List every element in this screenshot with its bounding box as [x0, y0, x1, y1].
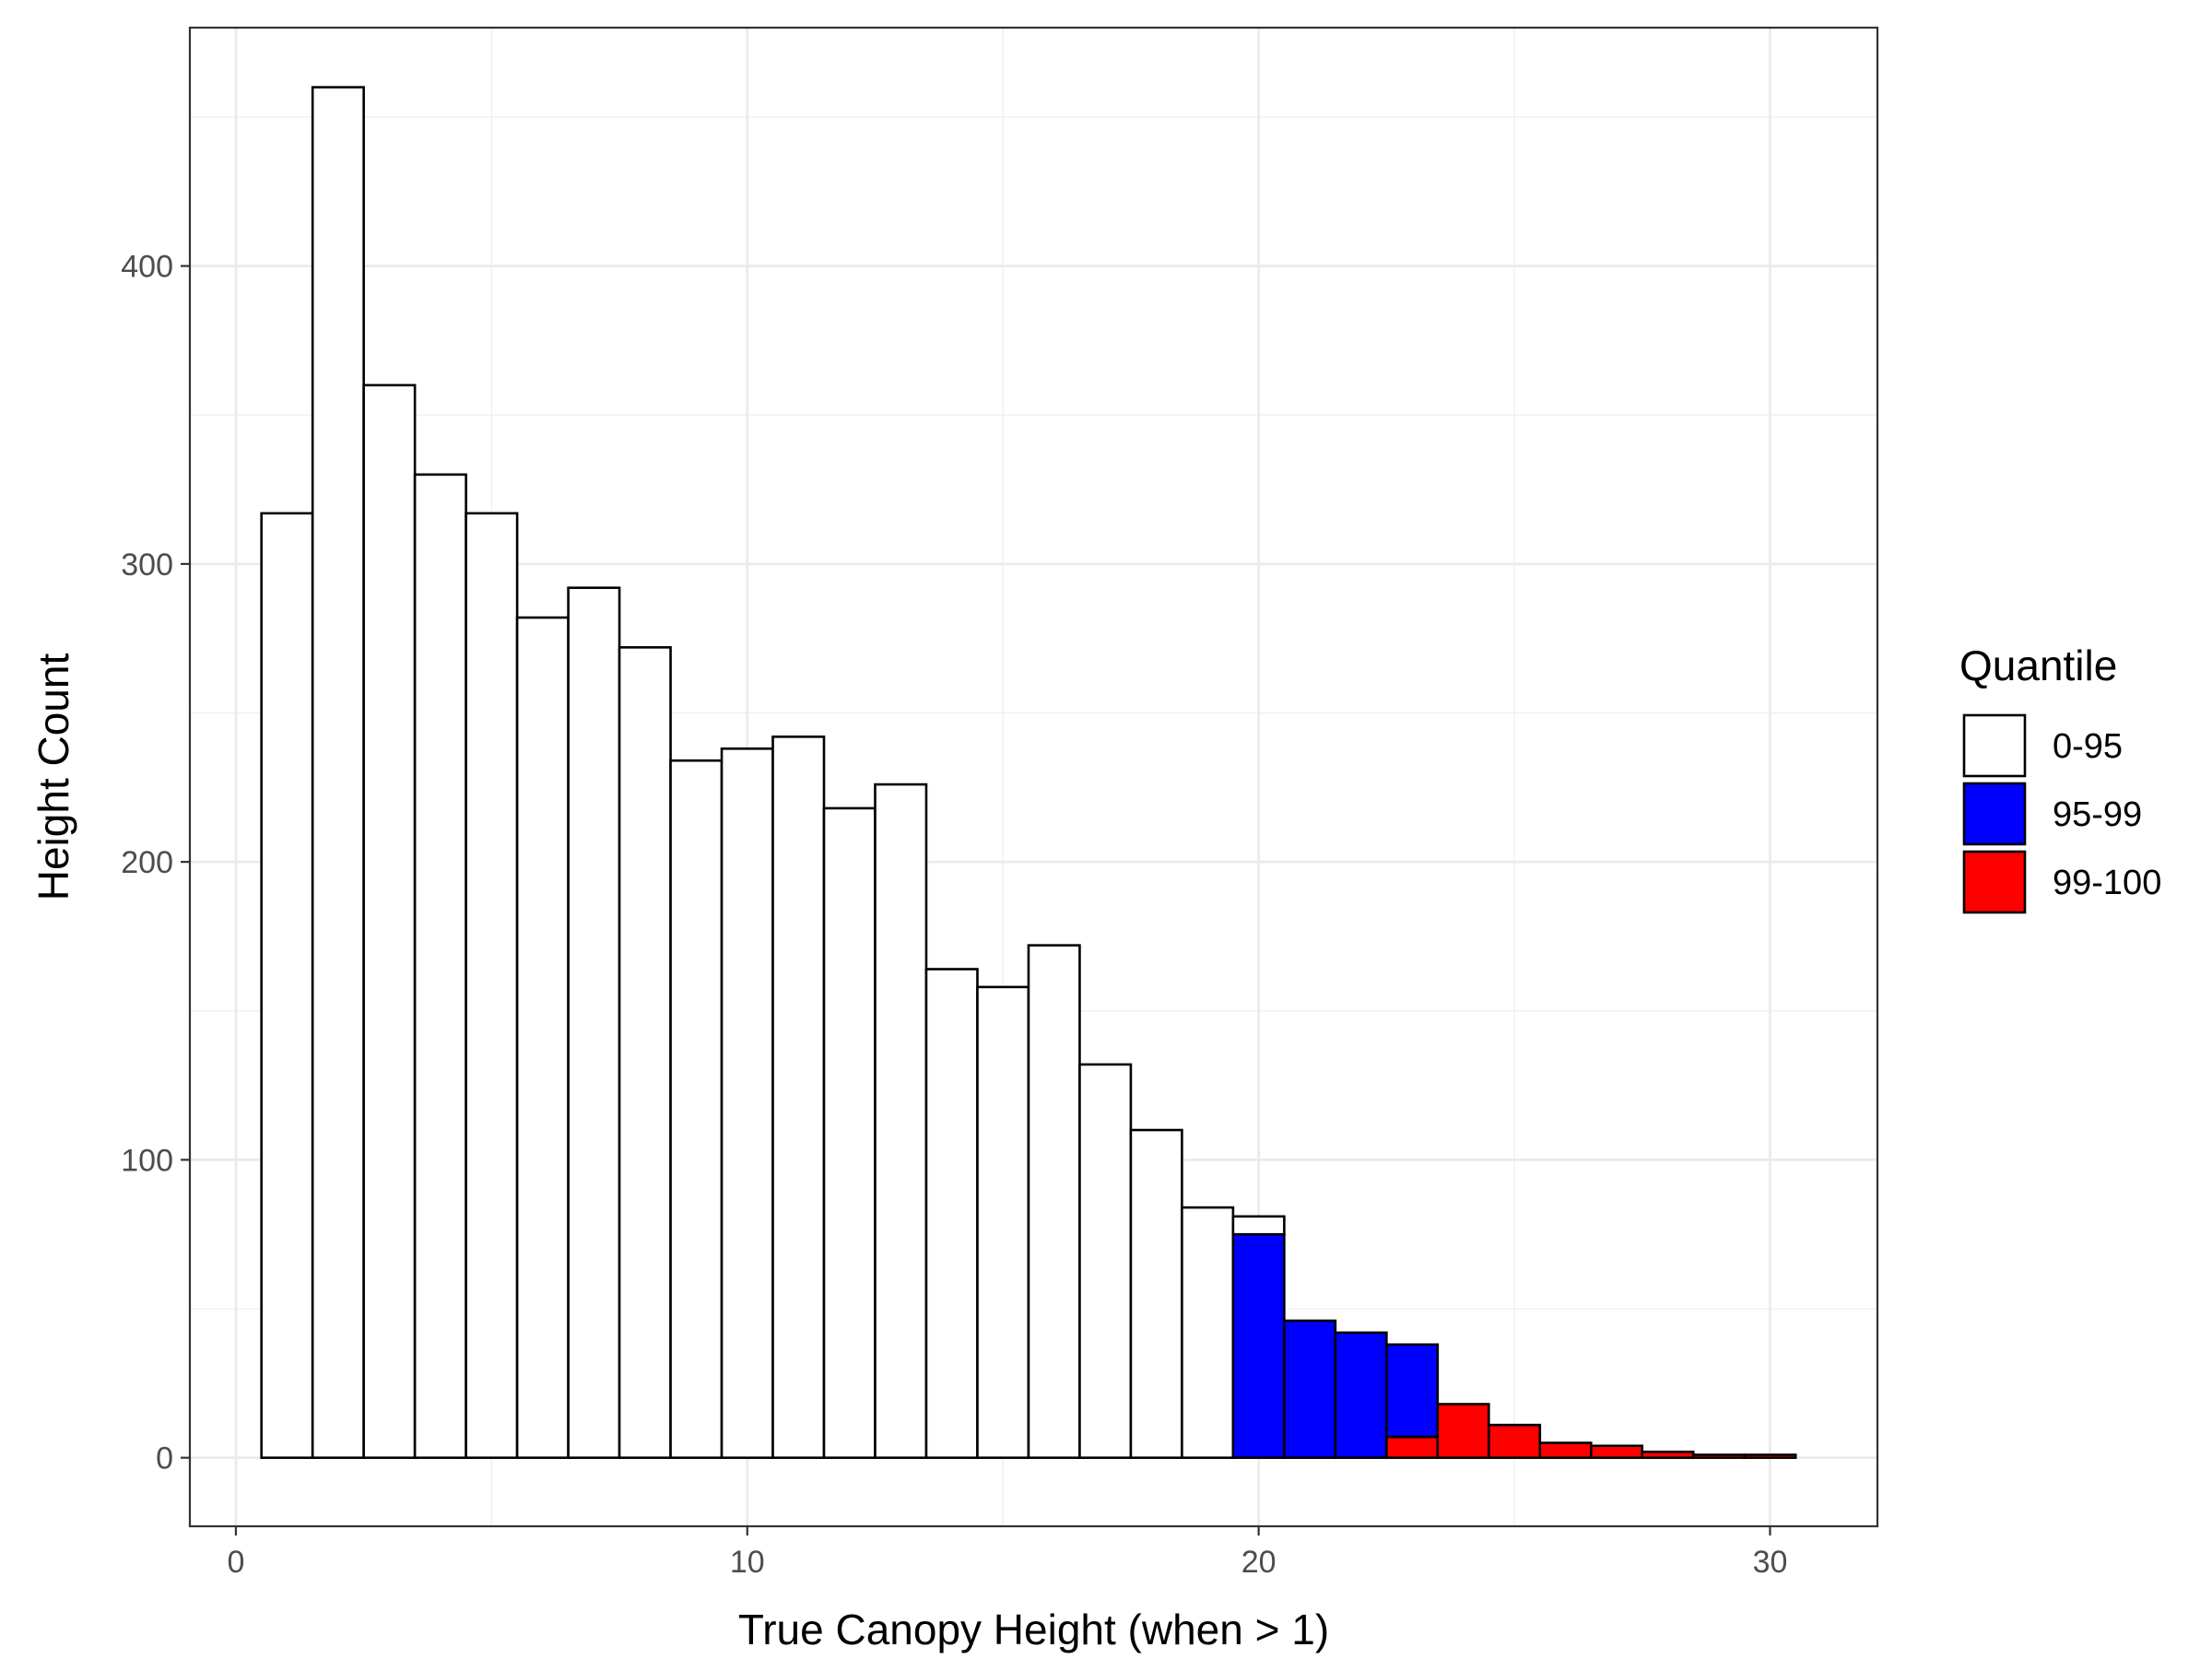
x-axis-tick-label: 30 [1753, 1545, 1788, 1580]
histogram-bar [362, 383, 417, 1459]
histogram-bar [976, 985, 1030, 1459]
x-axis-tick-label: 10 [730, 1545, 765, 1580]
x-axis-tick-label: 0 [227, 1545, 244, 1580]
legend: Quantile 0-95 95-99 99-100 [1959, 641, 2161, 914]
histogram-bar [465, 512, 519, 1459]
x-axis-title: True Canopy Height (when > 1) [738, 1606, 1329, 1653]
y-axis-tick-label: 200 [121, 845, 173, 880]
y-axis-tick-label: 0 [156, 1441, 173, 1477]
y-axis-tick-label: 300 [121, 547, 173, 582]
histogram-bar [1027, 944, 1081, 1459]
histogram-bar [1129, 1128, 1183, 1459]
histogram-bar [1538, 1441, 1593, 1459]
histogram-bar [1691, 1453, 1747, 1459]
histogram-bar [874, 782, 928, 1459]
histogram-bar [1231, 1215, 1286, 1236]
histogram-bar [1385, 1343, 1440, 1439]
histogram-bar [1231, 1232, 1286, 1459]
legend-label: 99-100 [2053, 864, 2161, 902]
legend-key [1962, 782, 2027, 846]
histogram-bar [720, 747, 774, 1459]
histogram-bar [1436, 1403, 1490, 1459]
histogram-bar [1589, 1444, 1644, 1459]
legend-key [1962, 713, 2027, 778]
histogram-bar [413, 473, 467, 1459]
y-axis-tick-label: 400 [121, 250, 173, 285]
y-axis-title: Height Count [29, 653, 77, 901]
histogram-bars [260, 86, 1797, 1459]
histogram-bar [924, 968, 979, 1459]
histogram-bar [1488, 1423, 1542, 1459]
histogram-bar [822, 806, 877, 1459]
histogram-bar [1743, 1453, 1797, 1459]
histogram-bar [1334, 1331, 1388, 1459]
legend-key [1962, 850, 2027, 914]
plot-panel-border [188, 26, 1879, 1528]
histogram-bar [260, 512, 314, 1459]
histogram-bar [1283, 1319, 1337, 1459]
legend-label: 0-95 [2053, 727, 2123, 766]
x-axis-tick-label: 20 [1241, 1545, 1277, 1580]
histogram-bar [567, 586, 621, 1459]
legend-title: Quantile [1959, 641, 2117, 689]
y-axis-tick-label: 100 [121, 1143, 173, 1178]
histogram-bar [618, 646, 672, 1459]
histogram-bar [515, 616, 570, 1459]
histogram-bar [771, 735, 826, 1459]
legend-label: 95-99 [2053, 795, 2142, 834]
histogram-bar [669, 759, 724, 1459]
histogram-bar [1181, 1206, 1235, 1459]
histogram-bar [1078, 1063, 1133, 1459]
histogram-bar [1641, 1450, 1695, 1459]
histogram-bar [1385, 1435, 1440, 1459]
histogram-bar [311, 86, 365, 1459]
